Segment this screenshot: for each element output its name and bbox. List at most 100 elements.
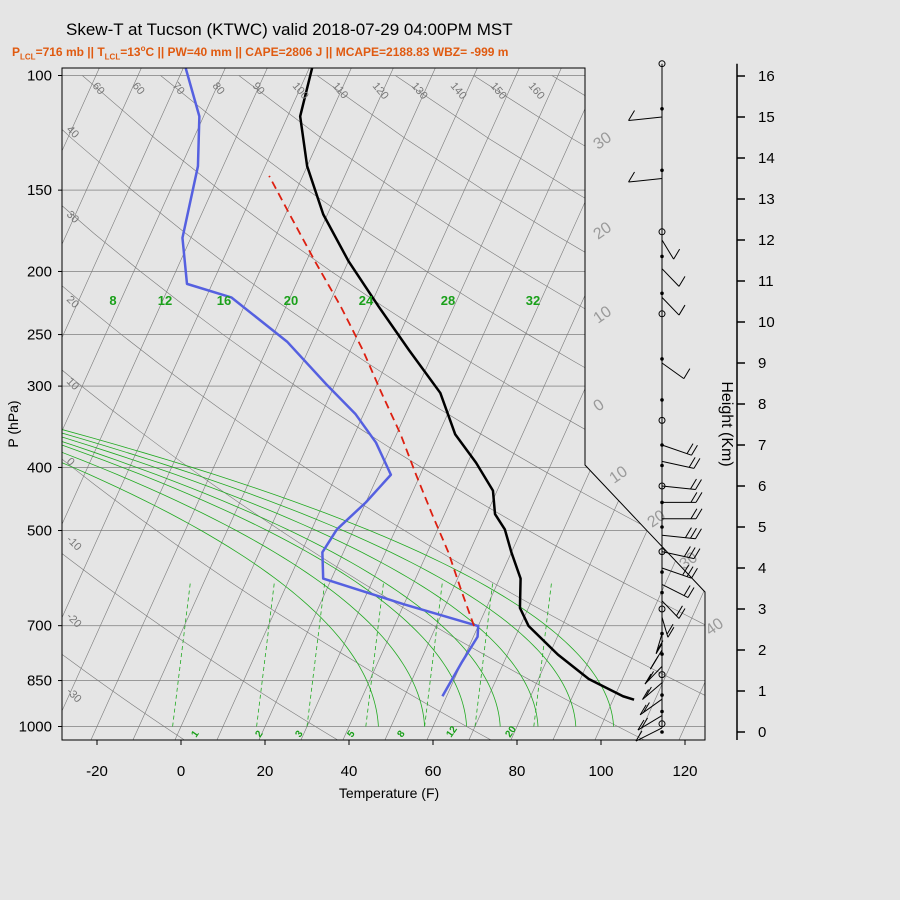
level-marker	[658, 720, 666, 728]
isotherm-line	[300, 68, 604, 740]
dry-adiabat-label: 40	[64, 124, 81, 141]
isotherm-line	[258, 68, 562, 740]
wind-barb-flag	[678, 608, 686, 619]
height-tick-label: 5	[758, 519, 766, 536]
isotherm-line	[62, 68, 310, 740]
dry-adiabat-line	[62, 75, 339, 740]
wind-barb-flag	[691, 444, 698, 456]
level-marker	[660, 463, 664, 468]
level-marker	[660, 168, 664, 173]
moist-adiabat-label: 12	[158, 293, 172, 308]
p-tick-label: 850	[27, 673, 52, 690]
wind-barb-flag	[693, 548, 701, 559]
level-marker	[660, 693, 664, 697]
wind-barb-flag	[686, 443, 694, 454]
level-marker	[658, 60, 666, 68]
isotherm-line	[889, 68, 900, 740]
isotherm-line	[62, 68, 142, 740]
dry-adiabat-line	[62, 75, 705, 740]
wind-barb	[661, 551, 695, 560]
theta-e-label: 30	[591, 129, 615, 153]
mixing-ratio-line	[256, 582, 275, 727]
wind-barb	[661, 362, 685, 380]
moist-adiabat-label: 24	[359, 293, 374, 308]
wind-barb-flag	[656, 640, 664, 651]
dry-adiabat-line	[82, 75, 705, 740]
level-marker	[658, 310, 666, 318]
plot-frame	[61, 67, 706, 741]
level-marker	[660, 357, 664, 361]
level-marker	[660, 291, 664, 296]
dewpoint-line	[175, 68, 480, 697]
x-tick-label: 20	[257, 763, 274, 780]
moist-adiabat-line	[62, 310, 614, 727]
isotherm-line	[62, 68, 352, 740]
moist-adiabat-label: 28	[441, 293, 455, 308]
wind-barb-flag	[683, 546, 691, 557]
theta-e-label: 10	[591, 303, 615, 327]
x-axis-label: Temperature (F)	[339, 785, 439, 801]
height-tick-label: 15	[758, 109, 775, 126]
wind-barb-flag	[635, 730, 643, 742]
wind-barb-flag	[651, 656, 659, 667]
wind-barb-flag	[687, 587, 695, 598]
chart-title: Skew-T at Tucson (KTWC) valid 2018-07-29…	[66, 20, 513, 39]
height-tick-label: 13	[758, 191, 775, 208]
p-tick-label: 300	[27, 378, 52, 395]
wind-barb-flag	[642, 689, 649, 700]
x-tick-label: 120	[672, 763, 697, 780]
p-tick-label: 700	[27, 618, 52, 635]
isotherm-line	[174, 68, 478, 740]
x-tick-label: 80	[509, 763, 526, 780]
level-marker	[660, 254, 664, 259]
level-marker	[660, 730, 664, 734]
height-tick-label: 14	[758, 150, 775, 167]
subtitle-rest: C || PW=40 mm || CAPE=2806 J || MCAPE=21…	[145, 45, 509, 59]
moist-adiabat-line	[62, 310, 379, 727]
wind-barb-flag	[695, 528, 702, 539]
level-marker	[658, 228, 666, 236]
height-tick-label: 4	[758, 560, 766, 577]
isotherm-label: 60	[130, 80, 147, 97]
wind-barb-flag	[695, 508, 703, 520]
wind-barb-flag	[690, 508, 698, 520]
isotherm-line	[216, 68, 520, 740]
x-tick-label: 60	[425, 763, 442, 780]
wind-barb-flag	[688, 457, 696, 468]
mixing-ratio-line	[172, 582, 191, 727]
isotherm-label: 120	[370, 80, 391, 102]
p-tick-label: 400	[27, 459, 52, 476]
dry-adiabat-line	[473, 75, 705, 740]
moist-adiabat-line	[62, 310, 425, 727]
height-tick-label: 1	[758, 683, 766, 700]
level-marker	[658, 605, 666, 613]
level-marker	[660, 570, 664, 574]
level-marker	[660, 107, 664, 111]
wind-barb-flag	[666, 624, 674, 635]
isotherm-label: 110	[330, 80, 350, 101]
mixing-ratio-line	[424, 582, 443, 727]
height-tick-label: 10	[758, 314, 775, 331]
theta-e-label: 0	[591, 396, 608, 415]
moist-adiabat-label: 8	[109, 293, 116, 308]
isotherm-label: 160	[526, 80, 547, 102]
profile-layer	[175, 68, 635, 701]
dry-adiabat-label: -20	[64, 611, 84, 631]
height-tick-label: 8	[758, 396, 766, 413]
wind-barb-flag	[695, 479, 702, 490]
wind-barb-flag	[647, 671, 654, 682]
moist-adiabat-line	[62, 310, 577, 727]
isotherm-line	[62, 68, 268, 740]
wind-barb-flag	[683, 585, 691, 596]
plcl-sub: LCL	[20, 52, 36, 62]
isotherm-line	[721, 68, 900, 740]
wind-profile	[628, 60, 703, 742]
wind-barb-flag	[688, 547, 696, 558]
tlcl-sub: LCL	[104, 52, 121, 62]
wind-barb	[661, 297, 680, 316]
moist-adiabat-label: 16	[217, 293, 231, 308]
wind-barb-flag	[678, 304, 686, 316]
dry-adiabat-label: -10	[64, 534, 84, 554]
p-tick-label: 250	[27, 327, 52, 344]
